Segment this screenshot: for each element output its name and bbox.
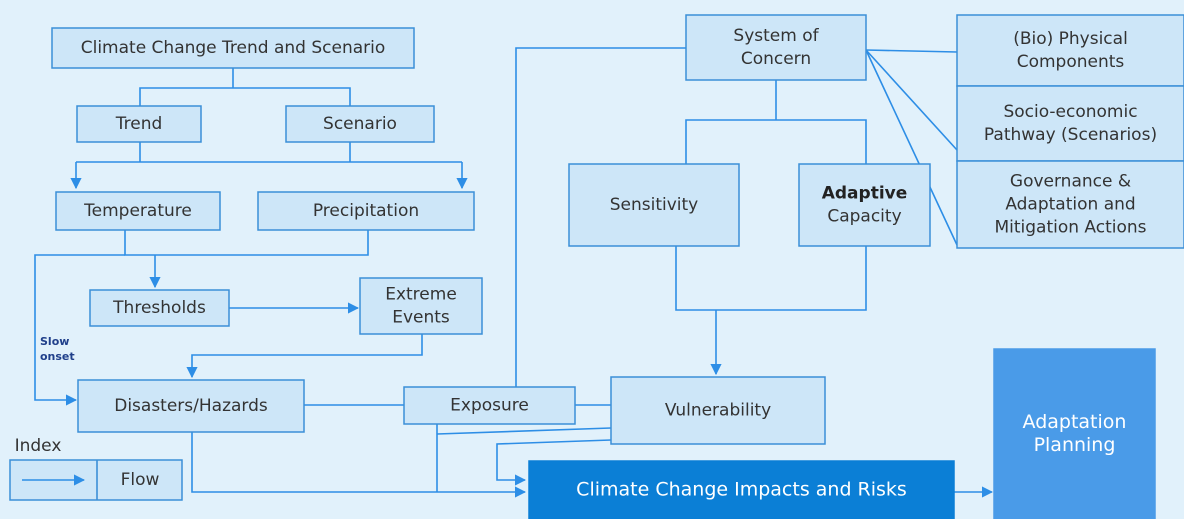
node-label: Adaptation and <box>1005 195 1135 215</box>
node-label: Socio-economic <box>1003 102 1137 122</box>
node-box <box>528 460 955 519</box>
node-label: Governance & <box>1010 172 1131 192</box>
node-label: Thresholds <box>112 298 206 318</box>
node-box <box>257 191 475 231</box>
node-label: Vulnerability <box>665 401 771 421</box>
node-label: Adaptive <box>822 184 908 204</box>
node-label: Adaptation <box>1023 411 1127 433</box>
node-label: Climate Change Impacts and Risks <box>576 479 907 501</box>
node-box <box>685 14 867 81</box>
node-box <box>89 289 230 327</box>
node-label: System of <box>733 26 819 46</box>
node-box <box>403 386 576 425</box>
node-box <box>51 27 415 69</box>
node-label: Disasters/Hazards <box>114 396 268 416</box>
node-box <box>798 163 931 247</box>
node-label: (Bio) Physical <box>1013 29 1128 49</box>
node-label: Exposure <box>450 396 529 416</box>
node-box <box>55 191 221 231</box>
slow-onset-label: Slow <box>40 335 69 348</box>
node-label: Trend <box>115 114 163 134</box>
node-label: Temperature <box>83 201 192 221</box>
node-box <box>77 379 305 433</box>
node-label: Climate Change Trend and Scenario <box>81 38 386 58</box>
node-box <box>568 163 740 247</box>
node-label: Pathway (Scenarios) <box>984 125 1157 145</box>
node-label: Capacity <box>827 207 901 227</box>
node-box <box>610 376 826 445</box>
node-label: Planning <box>1034 434 1116 456</box>
node-label: Scenario <box>323 114 397 134</box>
node-box <box>76 105 202 143</box>
node-box <box>956 160 1184 249</box>
node-box <box>956 85 1184 162</box>
index-title: Index <box>15 436 62 456</box>
node-label: Components <box>1017 52 1125 72</box>
node-label: Extreme <box>385 285 457 305</box>
node-box <box>956 14 1184 87</box>
node-label: Sensitivity <box>610 195 699 215</box>
connectors <box>34 47 994 498</box>
node-box <box>359 277 483 335</box>
slow-onset-label: onset <box>40 350 75 363</box>
index-flow: Flow <box>121 470 160 490</box>
index-legend: Index Flow <box>9 436 183 501</box>
node-label: Precipitation <box>313 201 419 221</box>
node-box <box>993 348 1156 519</box>
node-label: Mitigation Actions <box>994 218 1146 238</box>
node-label: Events <box>392 308 450 328</box>
node-box <box>285 105 435 143</box>
node-label: Concern <box>741 49 811 69</box>
